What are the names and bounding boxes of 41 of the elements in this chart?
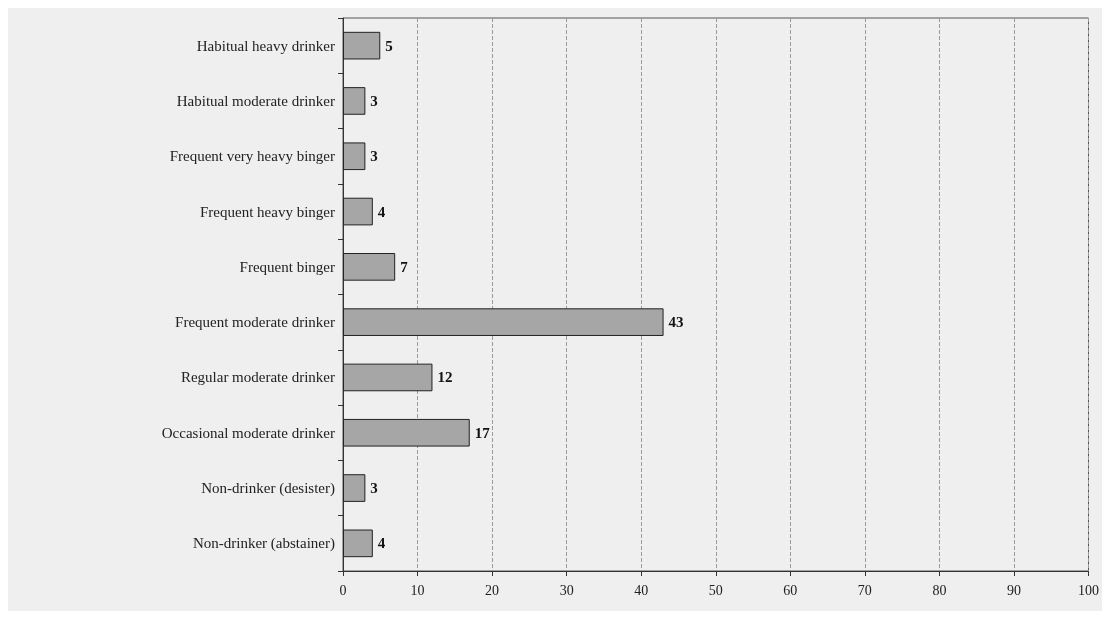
x-tick-label: 0 xyxy=(339,582,347,598)
x-tick-label: 90 xyxy=(1006,582,1021,598)
x-tick-label: 50 xyxy=(708,582,723,598)
y-tick-label: Habitual moderate drinker xyxy=(176,92,335,109)
bar xyxy=(343,31,381,60)
y-tick-label: Regular moderate drinker xyxy=(180,369,335,386)
data-label: 7 xyxy=(400,258,409,275)
data-label: 4 xyxy=(377,535,386,552)
bar xyxy=(343,363,433,392)
bar xyxy=(343,308,664,336)
y-tick-label: Non-drinker (abstainer) xyxy=(192,535,335,553)
y-tick-label: Habitual heavy drinker xyxy=(196,37,335,54)
data-label: 3 xyxy=(370,480,378,497)
bar xyxy=(343,418,470,447)
x-tick-label: 60 xyxy=(783,582,798,598)
bar xyxy=(343,253,396,281)
data-label: 17 xyxy=(474,424,491,441)
x-tick-label: 100 xyxy=(1078,582,1099,598)
x-tick-label: 80 xyxy=(932,582,947,598)
bar xyxy=(343,529,373,558)
x-tick-label: 20 xyxy=(485,582,500,598)
x-tick-label: 30 xyxy=(559,582,574,598)
bar xyxy=(343,142,366,171)
y-tick-label: Frequent very heavy binger xyxy=(169,148,335,165)
y-tick-label: Frequent binger xyxy=(239,258,335,275)
bar xyxy=(343,474,366,502)
data-label: 4 xyxy=(377,203,386,220)
bar xyxy=(343,197,373,226)
bar xyxy=(343,87,366,115)
y-tick-label: Non-drinker (desister) xyxy=(201,480,335,498)
data-label: 3 xyxy=(370,92,378,109)
y-tick-label: Frequent moderate drinker xyxy=(175,314,335,331)
data-label: 3 xyxy=(370,148,378,165)
y-tick-label: Occasional moderate drinker xyxy=(161,424,335,441)
x-tick-label: 70 xyxy=(857,582,872,598)
x-tick-label: 40 xyxy=(634,582,649,598)
data-label: 5 xyxy=(385,37,393,54)
y-tick-label: Frequent heavy binger xyxy=(200,203,335,220)
x-tick-label: 10 xyxy=(410,582,425,598)
data-label: 43 xyxy=(668,314,684,331)
data-label: 12 xyxy=(437,369,453,386)
